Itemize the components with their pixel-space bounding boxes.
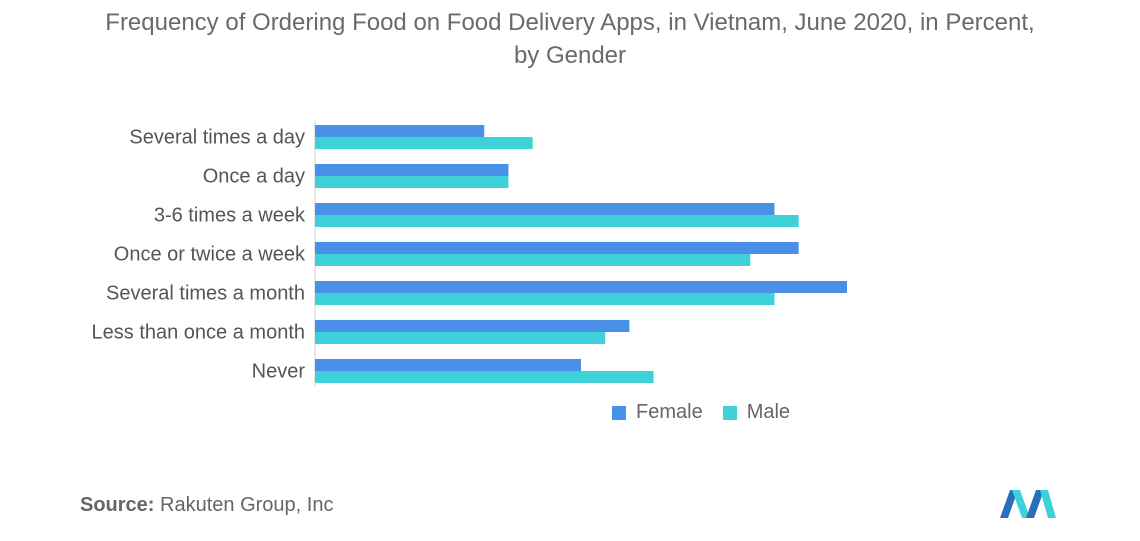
chart-title-line1: Frequency of Ordering Food on Food Deliv… <box>105 9 1035 36</box>
bar-male-once-or-twice-a-week <box>315 254 751 266</box>
bar-male-3-6-times-a-week <box>315 215 799 227</box>
bar-female-several-times-a-day <box>315 125 485 137</box>
category-label-less-than-once-a-month: Less than once a month <box>92 321 305 343</box>
bar-male-once-a-day <box>315 176 509 188</box>
legend-label-male: Male <box>746 401 791 423</box>
category-label-never: Never <box>252 360 306 382</box>
bar-male-less-than-once-a-month <box>315 332 606 344</box>
bar-female-less-than-once-a-month <box>315 320 630 332</box>
bar-female-never <box>315 359 581 371</box>
brand-logo-icon <box>1000 490 1056 518</box>
legend-label-female: Female <box>636 401 703 423</box>
legend-swatch-male <box>722 405 737 420</box>
chart-title-line2: by Gender <box>513 42 627 69</box>
bar-female-once-a-day <box>315 164 509 176</box>
bar-female-several-times-a-month <box>315 281 847 293</box>
legend-item-female: Female <box>612 401 703 424</box>
bar-female-3-6-times-a-week <box>315 203 775 215</box>
legend-item-male: Male <box>722 401 791 424</box>
source-text: Rakuten Group, Inc <box>160 494 334 516</box>
source-label: Source: <box>80 494 155 516</box>
chart-legend: Female Male <box>612 401 810 424</box>
chart-title: Frequency of Ordering Food on Food Deliv… <box>20 6 1120 72</box>
category-label-several-times-a-day: Several times a day <box>129 126 305 148</box>
category-label-once-a-day: Once a day <box>203 165 305 187</box>
source-note: Source: Rakuten Group, Inc <box>80 494 333 517</box>
category-label-several-times-a-month: Several times a month <box>106 282 305 304</box>
bar-male-several-times-a-day <box>315 137 533 149</box>
legend-swatch-female <box>612 405 626 420</box>
category-label-once-or-twice-a-week: Once or twice a week <box>114 243 306 265</box>
bar-male-several-times-a-month <box>315 293 775 305</box>
bar-female-once-or-twice-a-week <box>315 242 799 254</box>
category-label-3-6-times-a-week: 3-6 times a week <box>154 204 306 226</box>
bar-male-never <box>315 371 654 383</box>
